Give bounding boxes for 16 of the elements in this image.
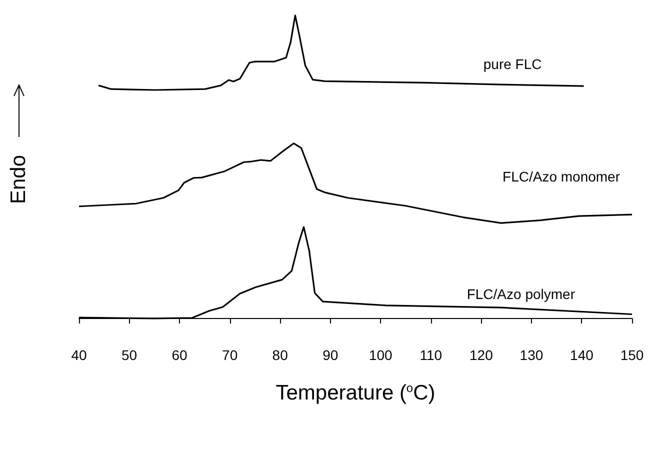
x-tick-label: 40 (71, 347, 87, 363)
x-tick-label: 100 (368, 347, 393, 363)
x-tick-label: 120 (470, 347, 494, 363)
x-tick-label: 130 (520, 347, 544, 363)
x-tick-label: 110 (420, 347, 442, 363)
series-label: pure FLC (483, 56, 542, 72)
x-tick-label: 90 (322, 347, 338, 363)
series-label: FLC/Azo polymer (466, 286, 576, 302)
x-tick-label: 50 (121, 347, 138, 363)
text: FLC/Azo monomer (502, 168, 620, 185)
x-tick-label: 140 (570, 347, 594, 363)
x-tick-label: 80 (272, 347, 288, 363)
x-tick-label: 150 (620, 347, 644, 363)
x-tick-label: 70 (222, 347, 238, 363)
x-tick-label: 60 (172, 347, 188, 363)
y-axis-title: Endo (7, 155, 30, 204)
